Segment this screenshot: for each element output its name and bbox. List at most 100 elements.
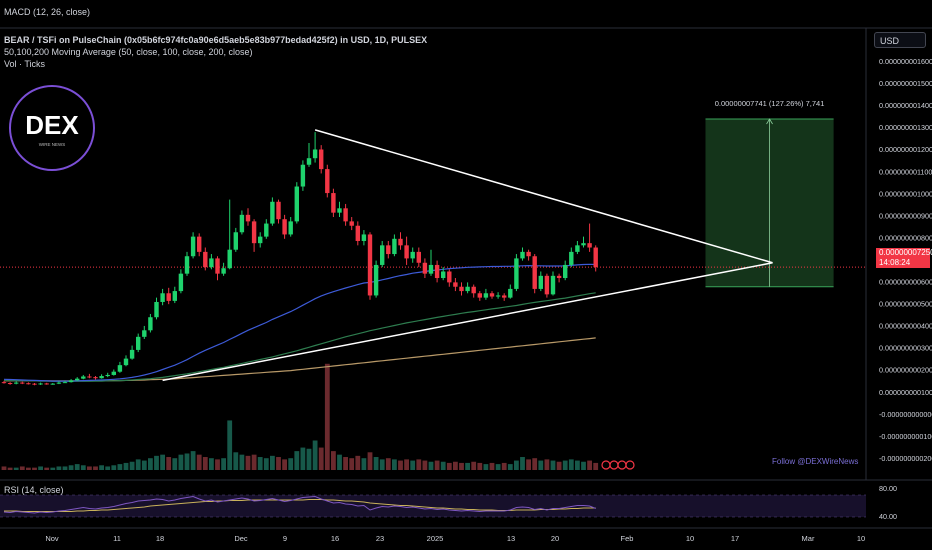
candle-body	[233, 232, 238, 250]
candle-body	[166, 293, 171, 301]
candle-body	[215, 258, 220, 274]
candle-body	[154, 301, 159, 318]
volume-bar	[294, 451, 300, 470]
candle-body	[56, 382, 62, 384]
candle-body	[258, 236, 263, 244]
rsi-ma-line	[4, 499, 596, 512]
volume-bar	[343, 457, 348, 470]
volume-bar	[227, 420, 233, 470]
candle-body	[520, 251, 525, 259]
rsi-axis-ticks: 80.00 40.00	[879, 484, 897, 521]
measure-tool[interactable]: 0.00000007741 (127.26%) 7,741	[705, 99, 834, 288]
volume-bar	[410, 460, 416, 470]
candle-body	[93, 377, 98, 379]
candle-body	[81, 376, 86, 379]
volume-bar	[80, 465, 86, 470]
candle-body	[495, 295, 501, 297]
candle-body	[331, 193, 336, 213]
candle-body	[270, 201, 275, 224]
volume-bar	[575, 460, 580, 470]
candle-body	[300, 164, 306, 187]
candle-body	[203, 251, 208, 268]
volume-bar	[489, 462, 495, 470]
candle-body	[575, 245, 580, 252]
volume-bar	[215, 459, 220, 470]
volume-bar	[32, 467, 37, 470]
time-tick-label: 13	[507, 534, 515, 543]
volume-bar	[587, 460, 592, 470]
price-tick-label: 0.0000000013000	[879, 123, 932, 132]
price-tag: 0.00000007250 14:08:24	[876, 248, 932, 268]
price-tick-label: 0.0000000008000	[879, 233, 932, 242]
volume-bar	[288, 458, 294, 470]
candle-body	[111, 371, 116, 375]
measure-label: 0.00000007741 (127.26%) 7,741	[715, 99, 825, 108]
candle-body	[367, 234, 373, 296]
candle-body	[410, 251, 415, 259]
time-tick-label: Nov	[45, 534, 59, 543]
candle-body	[526, 251, 531, 257]
volume-bar	[520, 457, 525, 470]
candle-body	[532, 256, 537, 289]
time-tick-label: Feb	[621, 534, 634, 543]
ma100-line	[4, 292, 596, 382]
volume-bar	[190, 451, 196, 470]
triangle-trendlines[interactable]	[162, 129, 773, 382]
candle-body	[44, 383, 49, 385]
volume-label[interactable]: Vol · Ticks	[4, 59, 46, 69]
volume-bar	[148, 458, 153, 470]
rsi-label[interactable]: RSI (14, close)	[4, 485, 64, 495]
currency-selector[interactable]: USD	[874, 32, 926, 48]
chart-title[interactable]: BEAR / TSFi on PulseChain (0x05b6fc974fc…	[4, 35, 428, 45]
candle-body	[38, 383, 43, 385]
candle-body	[361, 234, 367, 241]
rsi-tick-label: 40.00	[879, 512, 897, 521]
logo-text: DEX	[25, 110, 79, 140]
volume-bar	[38, 466, 43, 470]
candle-body	[14, 382, 19, 384]
moving-average-label[interactable]: 50,100,200 Moving Average (50, close, 10…	[4, 47, 253, 57]
volume-bar	[379, 459, 385, 470]
candle-body	[569, 251, 574, 265]
volume-bar	[416, 459, 422, 470]
volume-bar	[257, 457, 263, 470]
volume-bar	[184, 453, 190, 470]
volume-bar	[141, 460, 147, 470]
volume-bar	[593, 462, 599, 470]
volume-bar	[233, 452, 239, 470]
volume-bar	[331, 451, 336, 470]
volume-bar	[398, 460, 403, 470]
volume-bar	[422, 460, 428, 470]
candle-body	[26, 383, 31, 385]
volume-bar	[495, 464, 501, 470]
price-tick-label: 0.0000000015000	[879, 79, 932, 88]
volume-bar	[392, 459, 397, 470]
moving-averages	[3, 263, 596, 382]
candle-body	[50, 383, 55, 385]
volume-bar	[446, 462, 452, 470]
volume-bar	[568, 459, 574, 470]
volume-bar	[245, 455, 251, 470]
price-tick-label: 0.0000000004000	[879, 322, 932, 331]
upper-trendline	[314, 129, 773, 264]
volume-bar	[514, 460, 519, 470]
candle-body	[32, 383, 37, 385]
candle-body	[434, 264, 440, 279]
price-tick-label: -0.0000000001000	[879, 432, 932, 441]
candle-body	[197, 236, 202, 252]
volume-bar	[337, 454, 342, 470]
candle-body	[428, 264, 434, 274]
candle-body	[178, 273, 184, 292]
candle-body	[373, 264, 379, 296]
volume-bar	[172, 458, 178, 470]
candle-body	[68, 380, 74, 383]
volume-bar	[56, 466, 62, 470]
candle-body	[325, 169, 330, 194]
volume-bar	[318, 447, 324, 470]
macd-indicator-label[interactable]: MACD (12, 26, close)	[4, 7, 91, 17]
volume-bar	[373, 457, 379, 470]
price-tag-countdown: 14:08:24	[879, 258, 911, 267]
candle-body	[227, 249, 232, 269]
candle-body	[392, 238, 397, 255]
